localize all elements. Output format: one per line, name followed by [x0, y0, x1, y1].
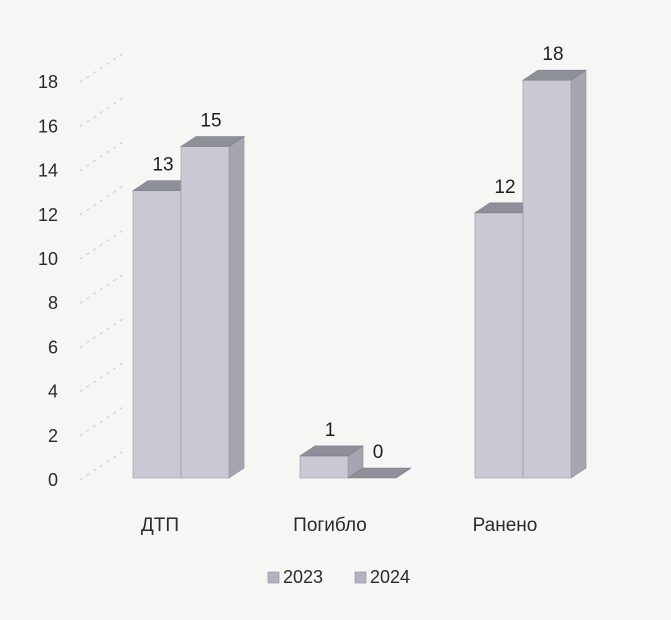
- bar-side-face: [228, 135, 245, 479]
- back-wall-hint: [79, 272, 126, 304]
- chart-decoration: [79, 51, 126, 481]
- y-tick-label: 6: [48, 337, 58, 357]
- back-wall-hint: [79, 95, 126, 127]
- bar-front-face: [180, 146, 230, 479]
- y-axis-ticks: 0 2 4 6 8 10 12 14 16 18: [38, 72, 58, 490]
- x-category-label: Погибло: [293, 515, 367, 536]
- bar-front-face: [474, 212, 524, 479]
- back-wall-hint: [79, 405, 126, 437]
- y-tick-label: 0: [48, 470, 58, 490]
- bar-2024-1: [347, 467, 412, 479]
- back-wall-hint: [79, 449, 126, 481]
- y-tick-label: 8: [48, 293, 58, 313]
- data-label: 1: [325, 420, 336, 441]
- y-tick-label: 14: [38, 161, 58, 181]
- back-wall-hint: [79, 228, 126, 260]
- data-label: 13: [152, 155, 173, 176]
- bar-top-face: [299, 445, 364, 457]
- data-label: 18: [542, 44, 563, 65]
- data-labels: 13 15 1 0 12 18: [152, 44, 563, 463]
- bar-top-face: [347, 467, 412, 479]
- x-category-label: Ранено: [473, 515, 538, 536]
- bar-top-face: [522, 69, 587, 81]
- y-tick-label: 16: [38, 116, 58, 136]
- data-label: 0: [373, 442, 384, 463]
- bars: [132, 69, 587, 479]
- data-label: 12: [494, 177, 515, 198]
- bar-2024-0: [180, 135, 245, 479]
- y-tick-label: 4: [48, 382, 58, 402]
- bar-front-face: [522, 79, 572, 479]
- x-axis-categories: ДТП Погибло Ранено: [141, 515, 537, 536]
- legend-swatch: [267, 571, 280, 584]
- back-wall-hint: [79, 140, 126, 172]
- back-wall-hint: [79, 51, 126, 83]
- bar-front-face: [132, 190, 182, 479]
- legend: 2023 2024: [267, 567, 410, 587]
- data-label: 15: [200, 111, 221, 132]
- y-tick-label: 18: [38, 72, 58, 92]
- bar-2024-2: [522, 69, 587, 479]
- bar-side-face: [570, 69, 587, 479]
- y-tick-label: 10: [38, 249, 58, 269]
- y-tick-label: 2: [48, 426, 58, 446]
- back-wall-hint: [79, 316, 126, 348]
- bar-top-face: [180, 136, 245, 147]
- bar-2023-1: [299, 445, 364, 479]
- legend-label: 2024: [370, 567, 410, 587]
- legend-swatch: [354, 571, 367, 584]
- y-tick-label: 12: [38, 205, 58, 225]
- back-wall-hint: [79, 361, 126, 393]
- legend-label: 2023: [283, 567, 323, 587]
- bar-front-face: [299, 455, 349, 479]
- x-category-label: ДТП: [141, 515, 179, 536]
- back-wall-hint: [79, 184, 126, 216]
